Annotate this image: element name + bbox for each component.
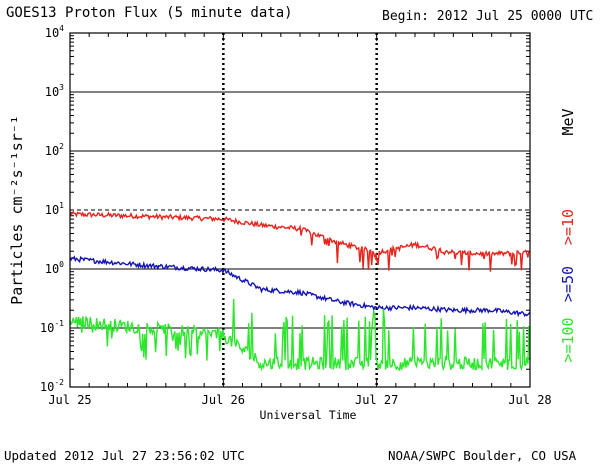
series-layer [69, 210, 531, 372]
legend-ge100: >=100 [559, 317, 577, 362]
credit-label: NOAA/SWPC Boulder, CO USA [388, 448, 577, 463]
x-tick-label: Jul 28 [508, 393, 551, 407]
series-line [69, 210, 531, 272]
legend-ge10: >=10 [559, 209, 577, 245]
chart-title: GOES13 Proton Flux (5 minute data) [6, 5, 293, 21]
y-tick-label: 10-2 [40, 378, 64, 394]
x-tick-label: Jul 25 [48, 393, 91, 407]
y-tick-label: 104 [45, 24, 64, 40]
updated-timestamp: Updated 2012 Jul 27 23:56:02 UTC [4, 448, 245, 463]
series-line [69, 298, 531, 372]
grid-layer [69, 33, 531, 387]
plot-frame [69, 32, 531, 388]
y-tick-label: 10-1 [40, 319, 64, 335]
x-tick-label: Jul 27 [355, 393, 398, 407]
x-axis-label: Universal Time [260, 408, 357, 422]
x-tick-label: Jul 26 [202, 393, 245, 407]
label-layer: 10-2 10-1 100 101 102 103 104 Jul 25 Jul 26 Jul 2… [8, 24, 577, 422]
legend-ge50: >=50 [559, 266, 577, 302]
series-line [69, 255, 531, 318]
frame-layer [69, 32, 531, 388]
y-tick-label: 102 [45, 142, 64, 158]
y-tick-label: 100 [45, 260, 64, 276]
unit-label: MeV [559, 108, 577, 135]
y-axis-label: Particles cm⁻²s⁻¹sr⁻¹ [8, 115, 26, 305]
y-tick-label: 101 [45, 201, 64, 217]
y-tick-label: 103 [45, 83, 64, 99]
begin-time-label: Begin: 2012 Jul 25 0000 UTC [382, 9, 594, 24]
